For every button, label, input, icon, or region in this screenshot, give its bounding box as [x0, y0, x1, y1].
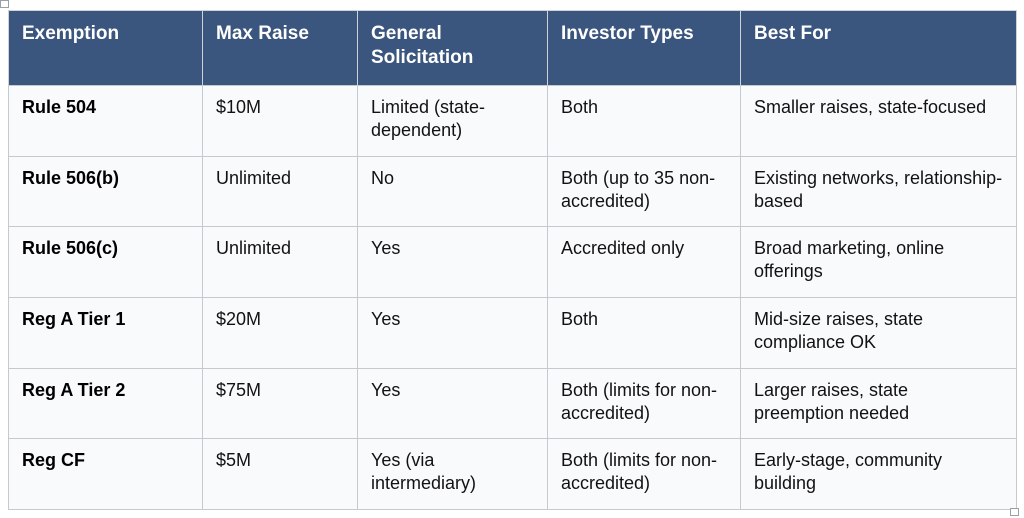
cell-exemption: Reg CF	[8, 438, 203, 510]
cell-general-solicitation: Yes	[357, 367, 548, 440]
cell-max-raise: $5M	[202, 438, 358, 510]
cell-investor-types: Both (limits for non-accredited)	[547, 367, 741, 440]
cell-investor-types: Both	[547, 85, 741, 157]
cell-exemption: Reg A Tier 2	[8, 367, 203, 440]
column-header-max-raise: Max Raise	[202, 10, 358, 86]
table: Exemption Max Raise General Solicitation…	[8, 10, 1017, 510]
cell-general-solicitation: Limited (state-dependent)	[357, 85, 548, 157]
cell-max-raise: $20M	[202, 296, 358, 369]
table-row: Rule 506(c) Unlimited Yes Accredited onl…	[8, 226, 1017, 298]
cell-general-solicitation: Yes	[357, 296, 548, 369]
column-header-exemption: Exemption	[8, 10, 203, 86]
resize-handle-top-left[interactable]	[0, 0, 9, 8]
table-header-row: Exemption Max Raise General Solicitation…	[8, 10, 1017, 86]
cell-max-raise: $75M	[202, 367, 358, 440]
cell-exemption: Rule 504	[8, 85, 203, 157]
column-header-best-for: Best For	[740, 10, 1017, 86]
exemption-comparison-table: Exemption Max Raise General Solicitation…	[8, 10, 1017, 510]
cell-investor-types: Both (limits for non-accredited)	[547, 438, 741, 510]
column-header-general-solicitation: General Solicitation	[357, 10, 548, 86]
cell-best-for: Larger raises, state preemption needed	[740, 367, 1017, 440]
cell-best-for: Smaller raises, state-focused	[740, 85, 1017, 157]
table-row: Reg A Tier 1 $20M Yes Both Mid-size rais…	[8, 296, 1017, 369]
cell-max-raise: Unlimited	[202, 226, 358, 298]
cell-general-solicitation: Yes	[357, 226, 548, 298]
cell-investor-types: Both	[547, 296, 741, 369]
cell-general-solicitation: No	[357, 155, 548, 228]
column-header-investor-types: Investor Types	[547, 10, 741, 86]
resize-handle-bottom-right[interactable]	[1010, 508, 1019, 516]
table-row: Reg A Tier 2 $75M Yes Both (limits for n…	[8, 367, 1017, 440]
cell-investor-types: Accredited only	[547, 226, 741, 298]
table-row: Rule 506(b) Unlimited No Both (up to 35 …	[8, 155, 1017, 228]
cell-general-solicitation: Yes (via intermediary)	[357, 438, 548, 510]
cell-best-for: Mid-size raises, state compliance OK	[740, 296, 1017, 369]
cell-best-for: Broad marketing, online offerings	[740, 226, 1017, 298]
cell-investor-types: Both (up to 35 non-accredited)	[547, 155, 741, 228]
cell-exemption: Rule 506(b)	[8, 155, 203, 228]
cell-best-for: Existing networks, relationship-based	[740, 155, 1017, 228]
cell-max-raise: $10M	[202, 85, 358, 157]
cell-best-for: Early-stage, community building	[740, 438, 1017, 510]
table-row: Rule 504 $10M Limited (state-dependent) …	[8, 85, 1017, 157]
cell-max-raise: Unlimited	[202, 155, 358, 228]
cell-exemption: Reg A Tier 1	[8, 296, 203, 369]
table-row: Reg CF $5M Yes (via intermediary) Both (…	[8, 438, 1017, 510]
cell-exemption: Rule 506(c)	[8, 226, 203, 298]
